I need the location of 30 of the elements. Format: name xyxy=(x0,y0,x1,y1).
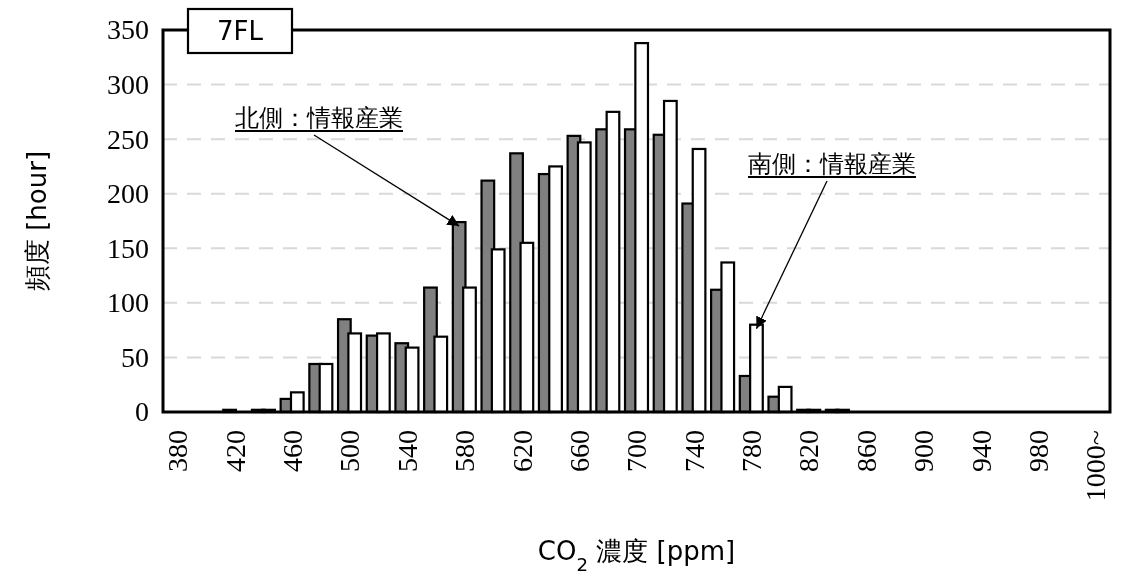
x-tick-label: 780 xyxy=(736,430,768,472)
x-tick-label: 540 xyxy=(391,430,423,472)
x-tick-label: 460 xyxy=(276,430,308,472)
y-axis-title: 頻度 [hour] xyxy=(22,150,52,292)
x-tick-label: 820 xyxy=(793,430,825,472)
x-tick-label: 1000~ xyxy=(1080,430,1112,502)
x-tick-label: 380 xyxy=(162,430,194,472)
x-tick-label: 980 xyxy=(1023,430,1055,472)
y-tick-label: 250 xyxy=(107,123,149,155)
x-tick-label: 580 xyxy=(449,430,481,472)
x-axis-title: CO$_{2}$ 濃度 [ppm] xyxy=(537,536,736,573)
x-tick-label: 740 xyxy=(678,430,710,472)
x-tick-label: 660 xyxy=(563,430,595,472)
series-label: 南側：情報産業 xyxy=(748,150,916,178)
x-tick-label: 940 xyxy=(965,430,997,472)
y-tick-label: 350 xyxy=(107,14,149,46)
y-tick-label: 150 xyxy=(107,232,149,264)
text: 北側：情報産業 xyxy=(235,104,403,132)
x-tick-label: 900 xyxy=(908,430,940,472)
y-tick-label: 200 xyxy=(107,178,149,210)
x-tick-label: 620 xyxy=(506,430,538,472)
chart-title: 7FL xyxy=(217,16,264,46)
x-tick-label: 420 xyxy=(219,430,251,472)
x-tick-label: 500 xyxy=(334,430,366,472)
y-tick-label: 300 xyxy=(107,69,149,101)
y-tick-label: 100 xyxy=(107,287,149,319)
x-tick-label: 700 xyxy=(621,430,653,472)
y-tick-label: 0 xyxy=(135,396,149,428)
x-tick-label: 860 xyxy=(850,430,882,472)
y-tick-label: 50 xyxy=(121,341,149,373)
